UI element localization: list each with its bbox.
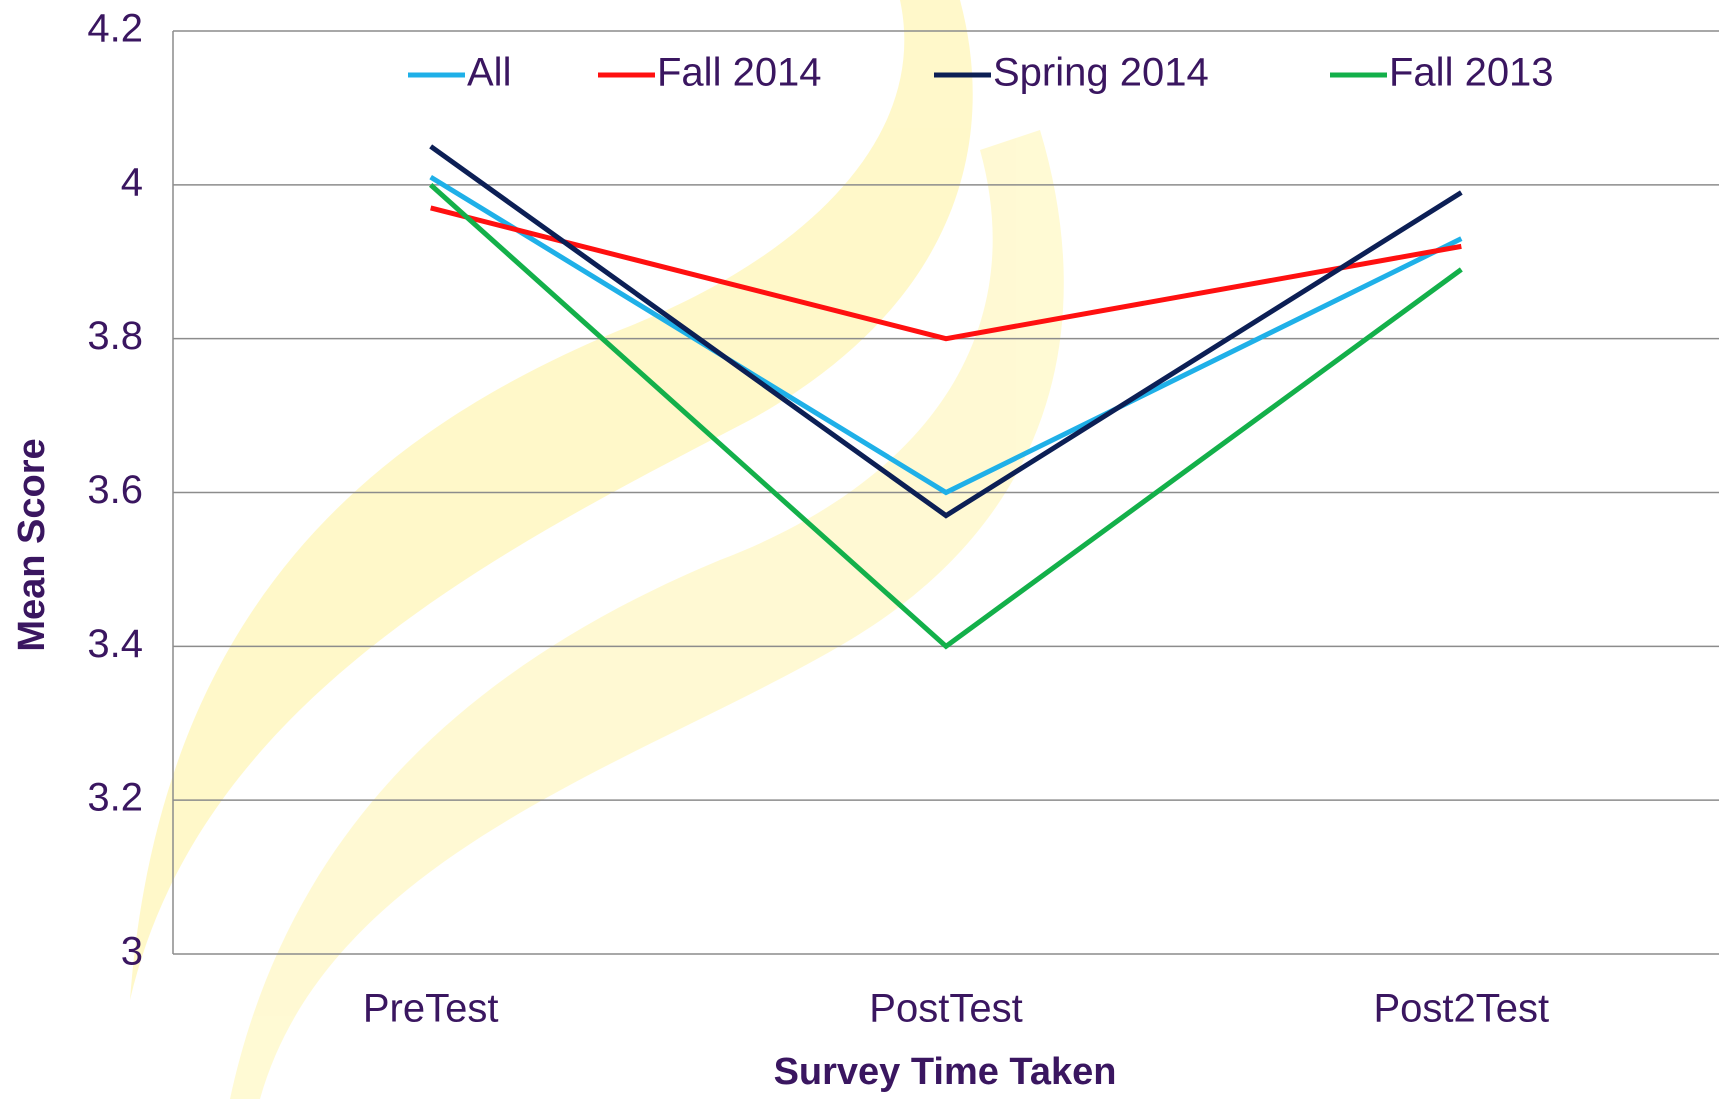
series-line — [428, 182, 1463, 650]
legend-label: Spring 2014 — [993, 51, 1209, 95]
x-tick-label: PreTest — [363, 987, 499, 1031]
legend-label: Fall 2013 — [1389, 51, 1554, 95]
legend-label: Fall 2014 — [657, 51, 822, 95]
y-tick-label: 3.6 — [87, 468, 143, 512]
x-tick-label: Post2Test — [1374, 987, 1550, 1031]
series-line — [429, 144, 1463, 519]
x-axis-title: Survey Time Taken — [774, 1051, 1117, 1093]
y-tick-label: 3.4 — [87, 622, 143, 666]
x-tick-label: PostTest — [869, 987, 1022, 1031]
y-tick-label: 4.2 — [87, 7, 143, 51]
y-tick-label: 3.8 — [87, 314, 143, 358]
series-line — [430, 205, 1462, 342]
y-tick-label: 4 — [121, 160, 143, 204]
y-tick-label: 3 — [121, 930, 143, 974]
series-line — [429, 175, 1463, 496]
legend-label: All — [467, 51, 511, 95]
y-tick-label: 3.2 — [87, 776, 143, 820]
y-axis-title: Mean Score — [11, 438, 53, 651]
background-decoration — [130, 0, 1064, 1099]
